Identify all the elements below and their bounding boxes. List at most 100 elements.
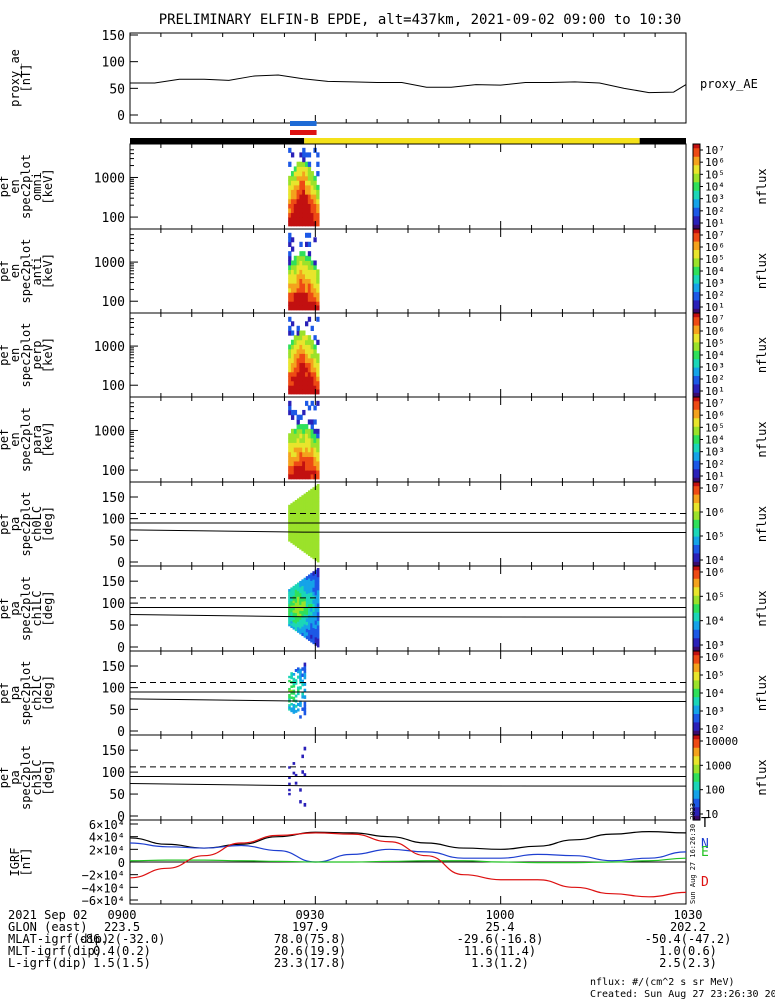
- side-timestamp-text: Sun Aug 27 16:26:30 2023: [689, 803, 697, 904]
- spectrogram-cell: [304, 437, 309, 443]
- spectrogram-cell: [316, 510, 320, 515]
- spectrogram-cell: [296, 618, 300, 622]
- spectrogram-cell: [310, 549, 313, 554]
- spectrogram-cell: [292, 518, 296, 522]
- spectrogram-cell: [299, 543, 302, 547]
- spectrogram-cell: [288, 766, 291, 769]
- spectrogram-cell: [302, 212, 306, 218]
- spectrogram-cell: [301, 607, 304, 612]
- colorbar-segment: [693, 323, 700, 327]
- spectrogram-cell: [307, 198, 312, 205]
- spectrogram-cell: [292, 692, 296, 695]
- colorbar-segment: [693, 338, 700, 341]
- colorbar-segment: [693, 180, 700, 183]
- spectrogram-cell: [293, 465, 298, 471]
- colorbar-segment: [693, 220, 700, 224]
- spectrogram-cell: [305, 502, 309, 507]
- colorbar-segment: [693, 361, 700, 364]
- colorbar-segment: [693, 735, 700, 738]
- colorbar-segment: [693, 492, 700, 496]
- panel-frame: [129, 32, 687, 124]
- spectrogram-cell: [299, 528, 302, 533]
- spectrogram-cell: [302, 357, 306, 364]
- colorbar-segment: [693, 224, 700, 228]
- colorbar-segment: [693, 500, 700, 504]
- spectrogram-cell: [302, 451, 306, 458]
- colorbar-segment: [693, 283, 700, 287]
- colorbar-tick-label: 10⁶: [705, 566, 725, 579]
- spectrogram-cell: [288, 525, 291, 528]
- colorbar-segment: [693, 313, 700, 316]
- spectrogram-cell: [316, 488, 320, 494]
- spectrogram-cell: [310, 603, 313, 608]
- spectrogram-cell: [310, 630, 313, 635]
- spectrogram-cell: [294, 517, 298, 521]
- colorbar-segment: [693, 315, 700, 318]
- spectrogram-cell: [304, 152, 309, 158]
- spectrogram-cell: [308, 629, 311, 634]
- panel-elb_pef_pa_spec2plot_ch2LC: 050100150elbpefpaspec2plotch2LC[deg]10⁶1…: [0, 650, 769, 740]
- spectrogram-cell: [314, 586, 318, 592]
- spectrogram-cell: [308, 574, 311, 579]
- spectrogram-cell: [313, 376, 317, 382]
- spectrogram-cell: [290, 389, 295, 395]
- spectrogram-cell: [299, 677, 302, 681]
- spectrogram-cell: [302, 251, 306, 257]
- spectrogram-cell: [288, 189, 292, 195]
- colorbar-segment: [693, 576, 700, 580]
- spectrogram-cell: [299, 203, 303, 209]
- spectrogram-cell: [314, 493, 318, 499]
- colorbar-segment: [693, 450, 700, 453]
- spectrogram-cell: [316, 598, 320, 604]
- spectrogram-cell: [304, 189, 309, 195]
- spectrogram-cell: [303, 614, 307, 618]
- spectrogram-cell: [299, 335, 303, 341]
- spectrogram-cell: [303, 516, 307, 521]
- colorbar-tick-label: 10³: [705, 705, 725, 718]
- colorbar-segment: [693, 678, 700, 681]
- spectrogram-cell: [290, 278, 295, 284]
- spectrogram-cell: [294, 538, 298, 542]
- spectrogram-cell: [302, 198, 306, 205]
- y-axis-label-line: pef: [0, 260, 11, 282]
- spectrogram-cell: [310, 473, 314, 480]
- spectrogram-cell: [292, 532, 296, 536]
- colorbar-segment: [693, 745, 700, 749]
- y-axis-label-line: IGRF: [8, 848, 22, 877]
- spectrogram-cell: [310, 362, 314, 368]
- colorbar-segment: [693, 264, 700, 268]
- colorbar-segment: [693, 602, 700, 605]
- y-axis-label: elbpefpaspec2plotch2LC[deg]: [0, 660, 55, 725]
- spectrogram-cell: [305, 505, 309, 510]
- y-tick-label: 150: [102, 660, 125, 675]
- spectrogram-cell: [288, 512, 291, 516]
- spectrogram-cell: [299, 189, 303, 195]
- spectrogram-cell: [302, 273, 306, 280]
- spectrogram-cell: [299, 175, 303, 181]
- spectrogram-cell: [294, 669, 298, 672]
- spectrogram-cell: [313, 278, 317, 284]
- spectrogram-cell: [288, 593, 291, 596]
- spectrogram-cell: [312, 519, 316, 524]
- spectrogram-cell: [290, 152, 295, 158]
- colorbar-segment: [693, 498, 700, 502]
- spectrogram-cell: [310, 619, 313, 624]
- colorbar-segment: [693, 241, 700, 245]
- spectrogram-cell: [312, 499, 316, 504]
- colorbar-segment: [693, 209, 700, 213]
- spectrogram-cell: [313, 433, 317, 439]
- colorbar-segment: [693, 188, 700, 192]
- colorbar-segment: [693, 273, 700, 276]
- colorbar-segment: [693, 705, 700, 709]
- spectrogram-cell: [292, 511, 296, 514]
- spectrogram-cell: [299, 296, 303, 302]
- spectrogram-cell: [301, 516, 304, 521]
- spectrogram-cell: [314, 624, 318, 629]
- colorbar-segment: [693, 388, 700, 392]
- spectrogram-cell: [288, 175, 292, 181]
- spectrogram-cell: [288, 603, 291, 606]
- spectrogram-cell: [296, 198, 300, 205]
- colorbar-segment: [693, 815, 700, 819]
- spectrogram-cell: [296, 428, 300, 434]
- spectrogram-cell: [299, 161, 303, 167]
